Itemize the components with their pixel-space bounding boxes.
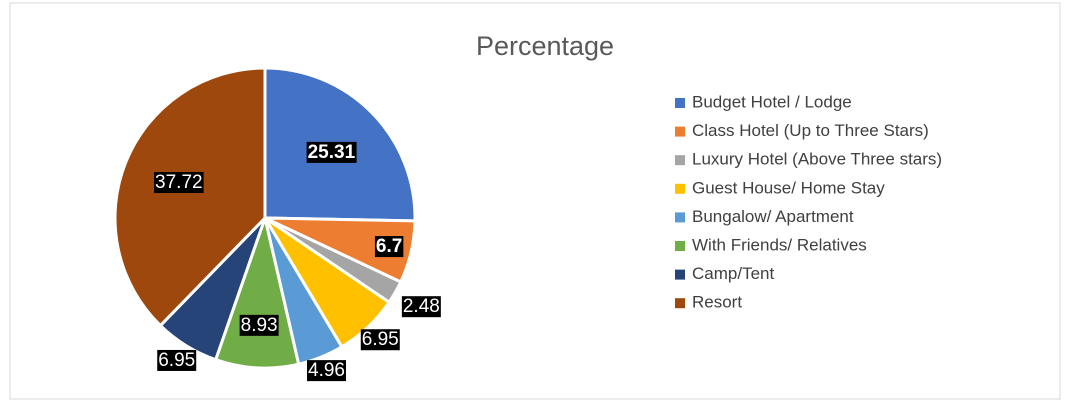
data-label-bg	[360, 329, 400, 351]
data-label: 6.7	[376, 236, 402, 257]
pie-slice	[113, 66, 267, 328]
data-label: 37.72	[155, 172, 203, 193]
data-label-bg	[239, 314, 279, 336]
data-label-bg	[307, 360, 347, 382]
data-label: 25.31	[308, 142, 356, 163]
data-label: 6.95	[158, 350, 195, 371]
legend-swatch	[675, 155, 685, 166]
legend-swatch	[675, 98, 685, 108]
data-label-bg	[401, 296, 441, 318]
legend-label: With Friends/ Relatives	[692, 235, 867, 254]
data-label: 2.48	[403, 296, 440, 317]
data-label: 8.93	[241, 315, 278, 336]
data-label-bg	[154, 172, 204, 194]
data-label: 4.96	[308, 360, 345, 381]
legend-label: Budget Hotel / Lodge	[692, 92, 852, 111]
legend-label: Luxury Hotel (Above Three stars)	[692, 150, 942, 169]
chart-title: Percentage	[476, 31, 614, 61]
data-label-bg	[374, 236, 404, 258]
legend-swatch	[675, 126, 685, 137]
legend-label: Resort	[692, 293, 742, 312]
legend-swatch	[675, 269, 685, 280]
legend-swatch	[675, 241, 685, 251]
legend-label: Camp/Tent	[692, 264, 774, 283]
legend-label: Guest House/ Home Stay	[692, 178, 885, 197]
data-label-bg	[306, 141, 357, 163]
legend-swatch	[675, 183, 685, 194]
legend-swatch	[675, 298, 685, 309]
legend-label: Bungalow/ Apartment	[692, 207, 854, 226]
legend-label: Class Hotel (Up to Three Stars)	[692, 121, 929, 140]
legend-swatch	[675, 212, 685, 223]
data-label: 6.95	[362, 329, 399, 350]
data-label-bg	[157, 349, 197, 371]
